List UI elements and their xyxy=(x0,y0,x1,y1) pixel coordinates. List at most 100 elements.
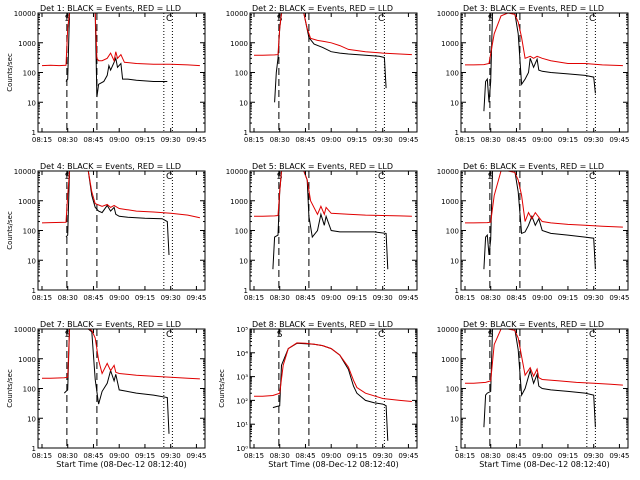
x-tick-label: 09:15 xyxy=(135,452,155,460)
x-tick-label: 09:30 xyxy=(373,136,393,144)
x-tick-label: 08:15 xyxy=(244,294,264,302)
y-axis-label: Counts/sec xyxy=(6,211,14,250)
y-tick-label: 10000 xyxy=(226,10,248,18)
y-tick-label: 1000 xyxy=(230,40,248,48)
y-tick-label: 10 xyxy=(239,99,248,107)
x-tick-label: 09:15 xyxy=(347,294,367,302)
x-tick-label: 09:45 xyxy=(609,136,629,144)
time-marker-s: S xyxy=(277,172,283,182)
events-series-line xyxy=(272,342,389,441)
lld-series-line xyxy=(254,342,412,402)
y-tick-label: 1 xyxy=(32,129,36,137)
x-tick-label: 09:45 xyxy=(186,136,206,144)
time-marker-s: S xyxy=(277,330,283,340)
x-tick-label: 09:45 xyxy=(186,452,206,460)
x-tick-label: 08:15 xyxy=(455,294,475,302)
plot-frame xyxy=(37,170,206,291)
lld-series-line xyxy=(254,171,412,217)
y-tick-label: 10000 xyxy=(14,168,36,176)
panel-title: Det 5: BLACK = Events, RED = LLD xyxy=(252,162,393,171)
lld-series-line xyxy=(465,171,623,228)
x-tick-label: 09:30 xyxy=(161,136,181,144)
x-tick-label: 08:45 xyxy=(295,136,315,144)
panel-title: Det 9: BLACK = Events, RED = LLD xyxy=(463,320,604,329)
lld-series-line xyxy=(41,171,201,224)
lld-series-line xyxy=(42,329,200,380)
x-tick-label: 08:15 xyxy=(32,136,52,144)
lld-series-line xyxy=(465,13,623,67)
x-tick-label: 09:15 xyxy=(347,452,367,460)
y-tick-label: 1000 xyxy=(18,40,36,48)
x-tick-label: 08:30 xyxy=(481,294,501,302)
x-axis-label: Start Time (08-Dec-12 08:12:40) xyxy=(479,460,610,469)
x-tick-label: 09:00 xyxy=(532,136,552,144)
y-tick-label: 10³ xyxy=(236,374,248,382)
time-marker-s: S xyxy=(277,14,283,24)
plot-frame xyxy=(249,328,418,449)
y-tick-label: 1 xyxy=(244,129,248,137)
y-tick-label: 1000 xyxy=(18,198,36,206)
lld-series-line xyxy=(41,13,200,67)
time-marker-c: C xyxy=(589,172,595,182)
x-tick-label: 09:45 xyxy=(398,294,418,302)
x-tick-label: 08:30 xyxy=(58,136,78,144)
time-marker-c: C xyxy=(166,172,172,182)
x-tick-label: 09:45 xyxy=(609,452,629,460)
y-tick-label: 1000 xyxy=(441,356,459,364)
time-marker-s: S xyxy=(488,330,494,340)
x-tick-label: 09:00 xyxy=(109,136,129,144)
panel-title: Det 3: BLACK = Events, RED = LLD xyxy=(463,4,604,13)
y-tick-label: 10000 xyxy=(437,168,459,176)
x-tick-label: 09:45 xyxy=(398,136,418,144)
x-tick-label: 09:30 xyxy=(161,294,181,302)
x-tick-label: 09:30 xyxy=(373,294,393,302)
y-tick-label: 100 xyxy=(446,228,459,236)
x-tick-label: 09:30 xyxy=(584,452,604,460)
y-tick-label: 100 xyxy=(446,70,459,78)
y-tick-label: 100 xyxy=(235,228,248,236)
y-tick-label: 10000 xyxy=(226,168,248,176)
x-tick-label: 08:15 xyxy=(32,452,52,460)
x-tick-label: 08:45 xyxy=(506,136,526,144)
y-axis-label: Counts/sec xyxy=(218,369,226,408)
x-axis-label: Start Time (08-Dec-12 08:12:40) xyxy=(56,460,187,469)
y-tick-label: 100 xyxy=(23,386,36,394)
y-tick-label: 100 xyxy=(23,70,36,78)
x-tick-label: 08:30 xyxy=(481,452,501,460)
x-tick-label: 09:15 xyxy=(558,452,578,460)
y-tick-label: 1 xyxy=(32,287,36,295)
plot-frame xyxy=(37,328,206,449)
time-marker-c: C xyxy=(589,330,595,340)
events-series-line xyxy=(274,13,387,103)
x-tick-label: 09:15 xyxy=(558,136,578,144)
plot-frame xyxy=(249,12,418,133)
x-tick-label: 08:30 xyxy=(58,294,78,302)
time-marker-s: S xyxy=(65,330,71,340)
events-series-line xyxy=(483,13,596,112)
plot-frame xyxy=(460,170,629,291)
x-tick-label: 08:45 xyxy=(295,452,315,460)
x-tick-label: 08:30 xyxy=(58,452,78,460)
x-tick-label: 08:30 xyxy=(481,136,501,144)
x-tick-label: 09:30 xyxy=(161,452,181,460)
x-tick-label: 08:45 xyxy=(295,294,315,302)
x-tick-label: 09:15 xyxy=(135,136,155,144)
y-tick-label: 10⁰ xyxy=(236,445,248,453)
lld-series-line xyxy=(465,329,623,386)
x-tick-label: 09:30 xyxy=(373,452,393,460)
y-tick-label: 10⁵ xyxy=(236,326,248,334)
x-tick-label: 08:15 xyxy=(32,294,52,302)
lld-series-line xyxy=(254,13,412,56)
time-marker-c: C xyxy=(378,172,384,182)
time-marker-c: C xyxy=(378,330,384,340)
events-series-line xyxy=(65,171,170,256)
x-tick-label: 09:00 xyxy=(321,294,341,302)
panel-title: Det 4: BLACK = Events, RED = LLD xyxy=(40,162,181,171)
y-axis-label: Counts/sec xyxy=(6,369,14,408)
y-tick-label: 10000 xyxy=(437,326,459,334)
panel-title: Det 6: BLACK = Events, RED = LLD xyxy=(463,162,604,171)
time-marker-s: S xyxy=(65,172,71,182)
